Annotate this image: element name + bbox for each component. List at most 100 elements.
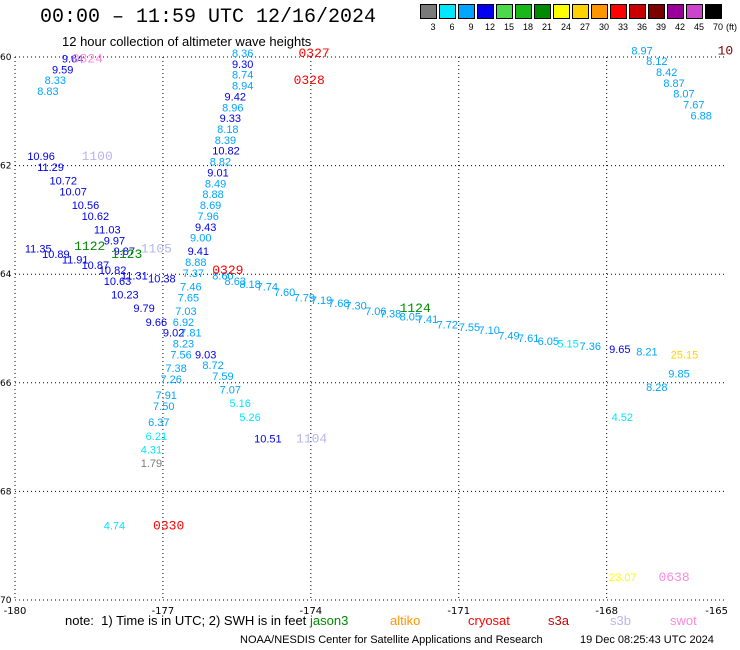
wave-height-point: 8.12: [646, 56, 667, 68]
pass-time-label: 1100: [82, 149, 113, 164]
legend-label: 6: [449, 22, 455, 32]
legend-label: 42: [674, 22, 685, 32]
wave-height-point: 9.30: [232, 59, 253, 71]
wave-height-point: 8.69: [200, 200, 221, 212]
wave-height-point: 7.41: [417, 314, 438, 326]
wave-height-point: 10.82: [99, 265, 127, 277]
legend-label: 12: [484, 22, 495, 32]
y-tick-label: 68: [0, 487, 12, 497]
legend-swatch: [629, 4, 646, 19]
legend-label: 39: [655, 22, 666, 32]
wave-height-point: 11.91: [62, 254, 89, 266]
wave-height-point: 8.05: [400, 311, 421, 323]
pass-time-label: 1105: [141, 241, 172, 256]
wave-height-point: 7.68: [328, 298, 349, 310]
wave-height-point: 9.03: [195, 349, 216, 361]
wave-height-point: 8.36: [232, 48, 253, 60]
wave-height-point: 7.74: [257, 281, 278, 293]
wave-height-point: 7.61: [518, 333, 539, 345]
wave-height-point: 10.96: [27, 151, 55, 163]
legend-label: 27: [579, 22, 590, 32]
wave-height-point: 25.15: [671, 349, 699, 361]
wave-height-point: 7.67: [683, 100, 704, 112]
wave-height-point: 10.89: [42, 249, 70, 261]
legend-swatch: [534, 4, 551, 19]
wave-height-point: 10.87: [82, 260, 110, 272]
wave-height-point: 6.05: [538, 336, 559, 348]
wave-height-point: 11.35: [25, 243, 52, 255]
wave-height-point: 4.31: [141, 444, 162, 456]
legend-unit: (ft): [726, 22, 737, 32]
legend-swatch: [648, 4, 665, 19]
pass-time-label: 0328: [294, 73, 325, 88]
legend-label: 33: [617, 22, 628, 32]
wave-height-point: 7.91: [156, 390, 177, 402]
wave-height-point: 8.96: [222, 102, 243, 114]
wave-height-point: 7.26: [160, 374, 181, 386]
wave-height-point: 9.87: [114, 246, 135, 258]
legend-swatch: [420, 4, 437, 19]
wave-height-point: 10.38: [148, 273, 176, 285]
wave-height-point: 7.06: [365, 306, 386, 318]
wave-height-point: 8.60: [212, 271, 233, 283]
wave-height-point: 8.88: [202, 189, 223, 201]
wave-height-point: 8.87: [663, 78, 684, 90]
wave-height-point: 11.29: [37, 162, 64, 174]
wave-height-point: 8.82: [210, 157, 231, 169]
pass-time-label: 0329: [212, 263, 243, 278]
wave-height-point: 7.79: [294, 292, 315, 304]
wave-height-point: 7.37: [183, 268, 204, 280]
legend-label: 21: [541, 22, 552, 32]
legend-swatch: [667, 4, 684, 19]
x-tick-label: -165: [705, 606, 728, 617]
wave-height-point: 7.49: [498, 330, 519, 342]
wave-height-point: 9.00: [190, 233, 211, 245]
pass-time-label: 0330: [153, 518, 184, 533]
wave-height-point: 8.18: [217, 124, 238, 136]
pass-time-label: 1123: [111, 247, 142, 262]
wave-height-point: 8.83: [37, 86, 58, 98]
pass-time-label: 0327: [299, 46, 330, 61]
wave-height-point: 10.51: [254, 434, 282, 446]
credit-line: NOAA/NESDIS Center for Satellite Applica…: [240, 634, 543, 646]
wave-height-point: 9.33: [220, 113, 241, 125]
wave-height-point: 7.03: [175, 306, 196, 318]
wave-height-point: 10.72: [50, 176, 78, 188]
wave-height-point: 9.65: [609, 344, 630, 356]
wave-height-point: 7.19: [311, 295, 332, 307]
legend-label: 18: [522, 22, 533, 32]
wave-height-point: 9.02: [163, 328, 184, 340]
wave-height-point: 9.79: [133, 303, 154, 315]
legend-swatch: [705, 4, 722, 19]
legend-swatch: [686, 4, 703, 19]
mission-label: jason3: [310, 613, 349, 628]
pass-time-label: 10: [718, 43, 734, 58]
wave-height-point: 8.49: [205, 178, 226, 190]
x-tick-label: -180: [4, 606, 27, 617]
pass-time-label: 1124: [400, 301, 431, 316]
mission-label: altiko: [390, 613, 421, 628]
wave-height-point: 8.18: [239, 279, 260, 291]
wave-height-point: 11.03: [94, 224, 121, 236]
mission-label: cryosat: [468, 613, 510, 628]
wave-height-point: 1.79: [141, 458, 162, 470]
wave-height-point: 9.41: [188, 246, 209, 258]
wave-height-point: 10.62: [82, 211, 110, 223]
wave-height-point: 8.97: [631, 45, 652, 57]
wave-height-point: 4.52: [612, 412, 633, 424]
x-tick-label: -168: [595, 606, 618, 617]
wave-height-point: 9.43: [195, 222, 216, 234]
wave-height-point: 4.74: [104, 520, 125, 532]
pass-time-label: 1104: [296, 432, 327, 447]
wave-height-point: 9.64: [62, 53, 83, 65]
wave-height-point: 8.74: [232, 70, 253, 82]
legend-swatch: [515, 4, 532, 19]
legend-label: 36: [636, 22, 647, 32]
footnote: note: 1) Time is in UTC; 2) SWH is in fe…: [65, 613, 307, 628]
wave-height-point: 7.55: [459, 322, 480, 334]
wave-height-point: 7.38: [380, 309, 401, 321]
wave-height-point: 8.42: [656, 67, 677, 79]
wave-height-point: 8.72: [202, 360, 223, 372]
x-tick-label: -174: [299, 606, 322, 617]
